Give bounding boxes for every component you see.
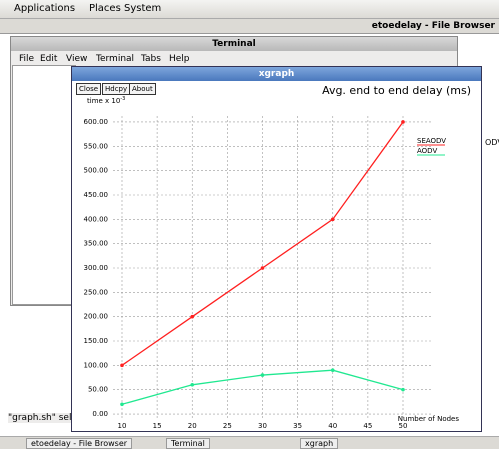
task-button[interactable]: etoedelay - File Browser: [26, 438, 132, 449]
data-point: [331, 368, 335, 372]
y-tick-label: 0.00: [92, 410, 108, 418]
y-tick-label: 250.00: [84, 288, 109, 296]
x-tick-label: 15: [153, 422, 162, 430]
x-tick-label: 25: [223, 422, 232, 430]
chart: Avg. end to end delay (ms) time x 10-3 N…: [1, 1, 481, 431]
x-tick-label: 40: [328, 422, 337, 430]
y-tick-label: 400.00: [84, 215, 109, 223]
task-button[interactable]: xgraph: [300, 438, 338, 449]
data-point: [190, 383, 194, 387]
x-tick-label: 20: [188, 422, 197, 430]
y-tick-label: 200.00: [84, 313, 109, 321]
data-point: [120, 402, 124, 406]
xgraph-window: xgraph Close Hdcpy About Avg. end to end…: [71, 66, 482, 432]
y-tick-label: 600.00: [84, 118, 109, 126]
y-tick-label: 300.00: [84, 264, 109, 272]
y-axis-label-text: time x 10: [87, 97, 120, 105]
task-button[interactable]: Terminal: [166, 438, 210, 449]
data-point: [120, 364, 124, 368]
data-point: [261, 266, 265, 270]
desktop: Applications Places System etoedelay - F…: [0, 0, 499, 448]
data-point: [401, 120, 405, 124]
y-tick-label: 350.00: [84, 240, 109, 248]
x-tick-label: 45: [363, 422, 372, 430]
chart-title: Avg. end to end delay (ms): [322, 84, 471, 97]
x-tick-label: 10: [118, 422, 127, 430]
data-point: [401, 388, 405, 392]
y-tick-label: 450.00: [84, 191, 109, 199]
x-tick-label: 50: [399, 422, 408, 430]
data-point: [190, 315, 194, 319]
y-tick-label: 550.00: [84, 142, 109, 150]
y-tick-label: 500.00: [84, 167, 109, 175]
y-tick-label: 50.00: [88, 386, 108, 394]
taskbar: etoedelay - File Browser Terminal xgraph: [0, 436, 499, 449]
data-point: [261, 373, 265, 377]
y-tick-label: 100.00: [84, 361, 109, 369]
legend-label: AODV: [417, 147, 437, 155]
data-point: [331, 218, 335, 222]
legend-label: SEAODV: [417, 137, 446, 145]
y-tick-label: 150.00: [84, 337, 109, 345]
x-tick-label: 35: [293, 422, 302, 430]
file-label[interactable]: ODV: [485, 138, 499, 147]
x-tick-label: 30: [258, 422, 267, 430]
y-axis-exponent: -3: [120, 96, 125, 102]
y-axis-label: time x 10-3: [87, 96, 125, 106]
